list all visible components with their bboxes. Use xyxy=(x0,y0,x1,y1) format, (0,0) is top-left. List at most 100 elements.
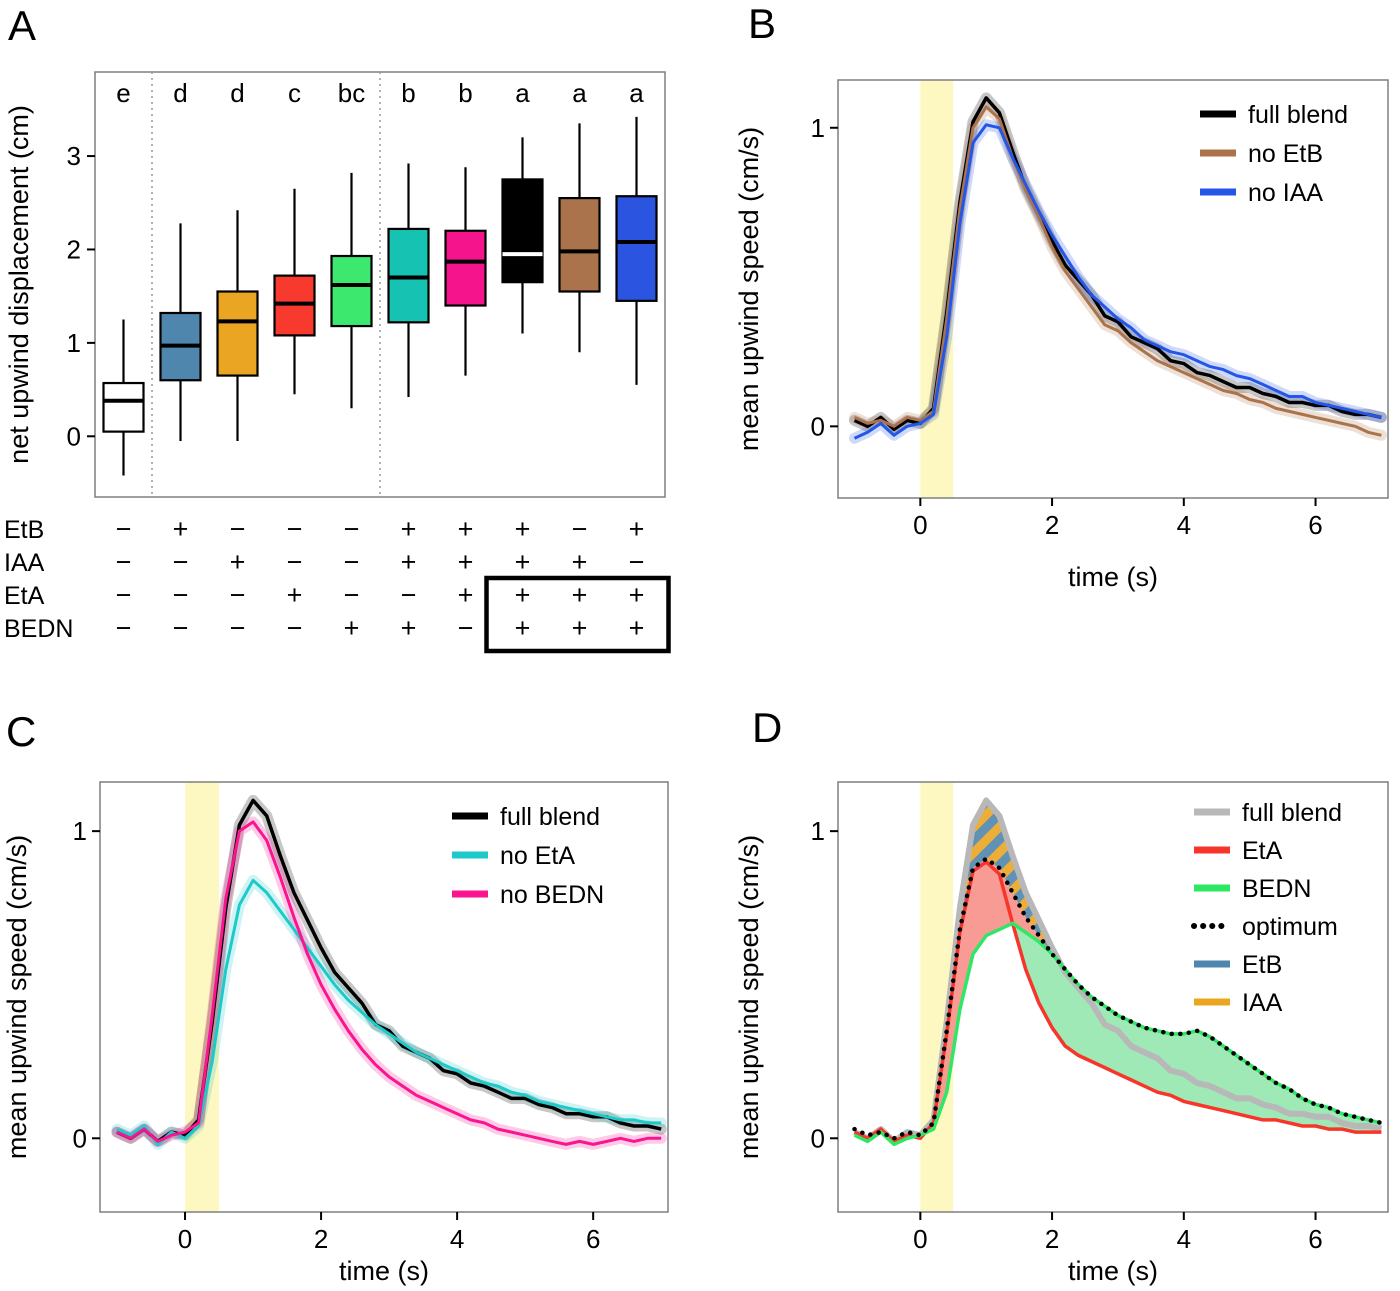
box-2 xyxy=(216,210,259,441)
matrix-cell: − xyxy=(116,547,132,577)
matrix-cell: − xyxy=(287,547,303,577)
x-axis-label: time (s) xyxy=(1068,1256,1158,1286)
group-letter: d xyxy=(173,78,187,108)
matrix-cell: + xyxy=(572,580,588,610)
y-axis-label: net upwind displacement (cm) xyxy=(4,105,34,464)
matrix-cell: + xyxy=(230,547,246,577)
matrix-row-label: IAA xyxy=(4,549,45,577)
box-body xyxy=(102,381,145,433)
panel-label-b: B xyxy=(748,0,777,47)
box-4 xyxy=(330,172,373,409)
panel-b: B 0 2 4 6 0 1 time (s) mean upwind speed (cm/s)… xyxy=(700,0,1400,660)
matrix-cell: − xyxy=(344,547,360,577)
x-tick-label: 0 xyxy=(178,1224,192,1254)
matrix-cell: + xyxy=(572,613,588,643)
matrix-cell: + xyxy=(344,613,360,643)
matrix-cell: + xyxy=(287,580,303,610)
matrix-cell: − xyxy=(173,547,189,577)
matrix-cell: + xyxy=(401,547,417,577)
plot-frame xyxy=(99,781,669,1213)
y-tick-label: 3 xyxy=(67,141,81,171)
box-body xyxy=(330,254,373,328)
x-tick-label: 0 xyxy=(913,1224,927,1254)
matrix-cell: − xyxy=(629,547,645,577)
x-tick-label: 6 xyxy=(586,1224,600,1254)
matrix-cell: + xyxy=(458,514,474,544)
matrix-cell: − xyxy=(287,613,303,643)
box-body xyxy=(216,290,259,377)
y-tick-label: 1 xyxy=(73,816,87,846)
fill-band-optimum-bedn xyxy=(933,858,1053,1130)
group-letter: c xyxy=(288,78,301,108)
matrix-cell: − xyxy=(287,514,303,544)
panel-label-c: C xyxy=(6,708,37,755)
legend-item: full blend xyxy=(452,803,600,831)
plot-frame xyxy=(837,781,1389,1213)
x-tick-label: 2 xyxy=(314,1224,328,1254)
fill-band-full-blend-optimum xyxy=(946,800,1066,1031)
legend-item: full blend xyxy=(1194,799,1342,827)
box-9 xyxy=(615,116,658,385)
panel-d-chart: 0 2 4 6 0 1 time (s) mean upwind speed (cm/s) fu… xyxy=(734,781,1389,1286)
matrix-cell: − xyxy=(230,613,246,643)
legend-item: optimum xyxy=(1191,913,1338,941)
box-0 xyxy=(102,319,145,476)
legend-label: EtA xyxy=(1242,837,1283,865)
box-6 xyxy=(444,167,487,376)
matrix-highlight-box xyxy=(484,575,671,654)
group-letter: a xyxy=(572,78,587,108)
group-letter: d xyxy=(230,78,244,108)
box-body xyxy=(558,196,601,293)
matrix-cell: − xyxy=(230,514,246,544)
stim-band xyxy=(920,80,954,498)
matrix-cell: − xyxy=(572,514,588,544)
panel-a-chart: 0 1 2 3 net upwind displacement (cm) e d d c bc b b… xyxy=(4,71,671,654)
matrix-cell: − xyxy=(116,613,132,643)
legend-item: BEDN xyxy=(1194,875,1311,903)
matrix-cell: + xyxy=(572,547,588,577)
panel-c-chart: 0 2 4 6 0 1 time (s) mean upwind speed (cm/s) fu… xyxy=(2,781,669,1286)
legend-label: no EtB xyxy=(1248,140,1323,168)
legend-item: no EtA xyxy=(452,842,575,870)
y-axis-label: mean upwind speed (cm/s) xyxy=(734,127,764,451)
matrix-cell: + xyxy=(173,514,189,544)
series-line-bedn xyxy=(853,921,1382,1147)
series-line-no-iaa xyxy=(853,123,1382,440)
matrix-cell: − xyxy=(458,613,474,643)
y-tick-label: 1 xyxy=(811,816,825,846)
legend-label: full blend xyxy=(500,803,600,831)
fill-band-bedn-eta xyxy=(1012,923,1382,1133)
x-tick-label: 6 xyxy=(1308,510,1322,540)
matrix-row-label: BEDN xyxy=(4,615,73,643)
legend-label: EtB xyxy=(1242,951,1282,979)
group-letter: a xyxy=(629,78,644,108)
matrix-cell: − xyxy=(401,580,417,610)
legend-item: EtA xyxy=(1194,837,1283,865)
series-line-eta xyxy=(853,860,1382,1144)
panel-a: A 0 1 2 3 net upwind displacement (cm) e d d c bc… xyxy=(0,0,700,700)
matrix-cell: + xyxy=(629,514,645,544)
y-tick-label: 1 xyxy=(67,328,81,358)
box-body xyxy=(615,195,658,302)
y-tick-label: 0 xyxy=(67,421,81,451)
legend-item: EtB xyxy=(1194,951,1282,979)
matrix-cell: + xyxy=(629,613,645,643)
series-line-no-etb xyxy=(853,105,1382,437)
group-letter: e xyxy=(116,78,130,108)
box-5 xyxy=(387,163,430,398)
series-line-no-eta xyxy=(116,878,662,1146)
group-letter: bc xyxy=(338,78,365,108)
matrix-cell: − xyxy=(344,514,360,544)
matrix-cell: + xyxy=(515,514,531,544)
x-axis-label: time (s) xyxy=(1068,562,1158,592)
box-body xyxy=(501,178,544,284)
matrix-cell: + xyxy=(458,547,474,577)
matrix-cell: + xyxy=(515,580,531,610)
legend-label: no EtA xyxy=(500,842,575,870)
panel-label-a: A xyxy=(8,2,37,49)
x-tick-label: 4 xyxy=(450,1224,464,1254)
x-axis-label: time (s) xyxy=(339,1256,429,1286)
matrix-cell: + xyxy=(515,547,531,577)
x-tick-label: 4 xyxy=(1177,510,1191,540)
